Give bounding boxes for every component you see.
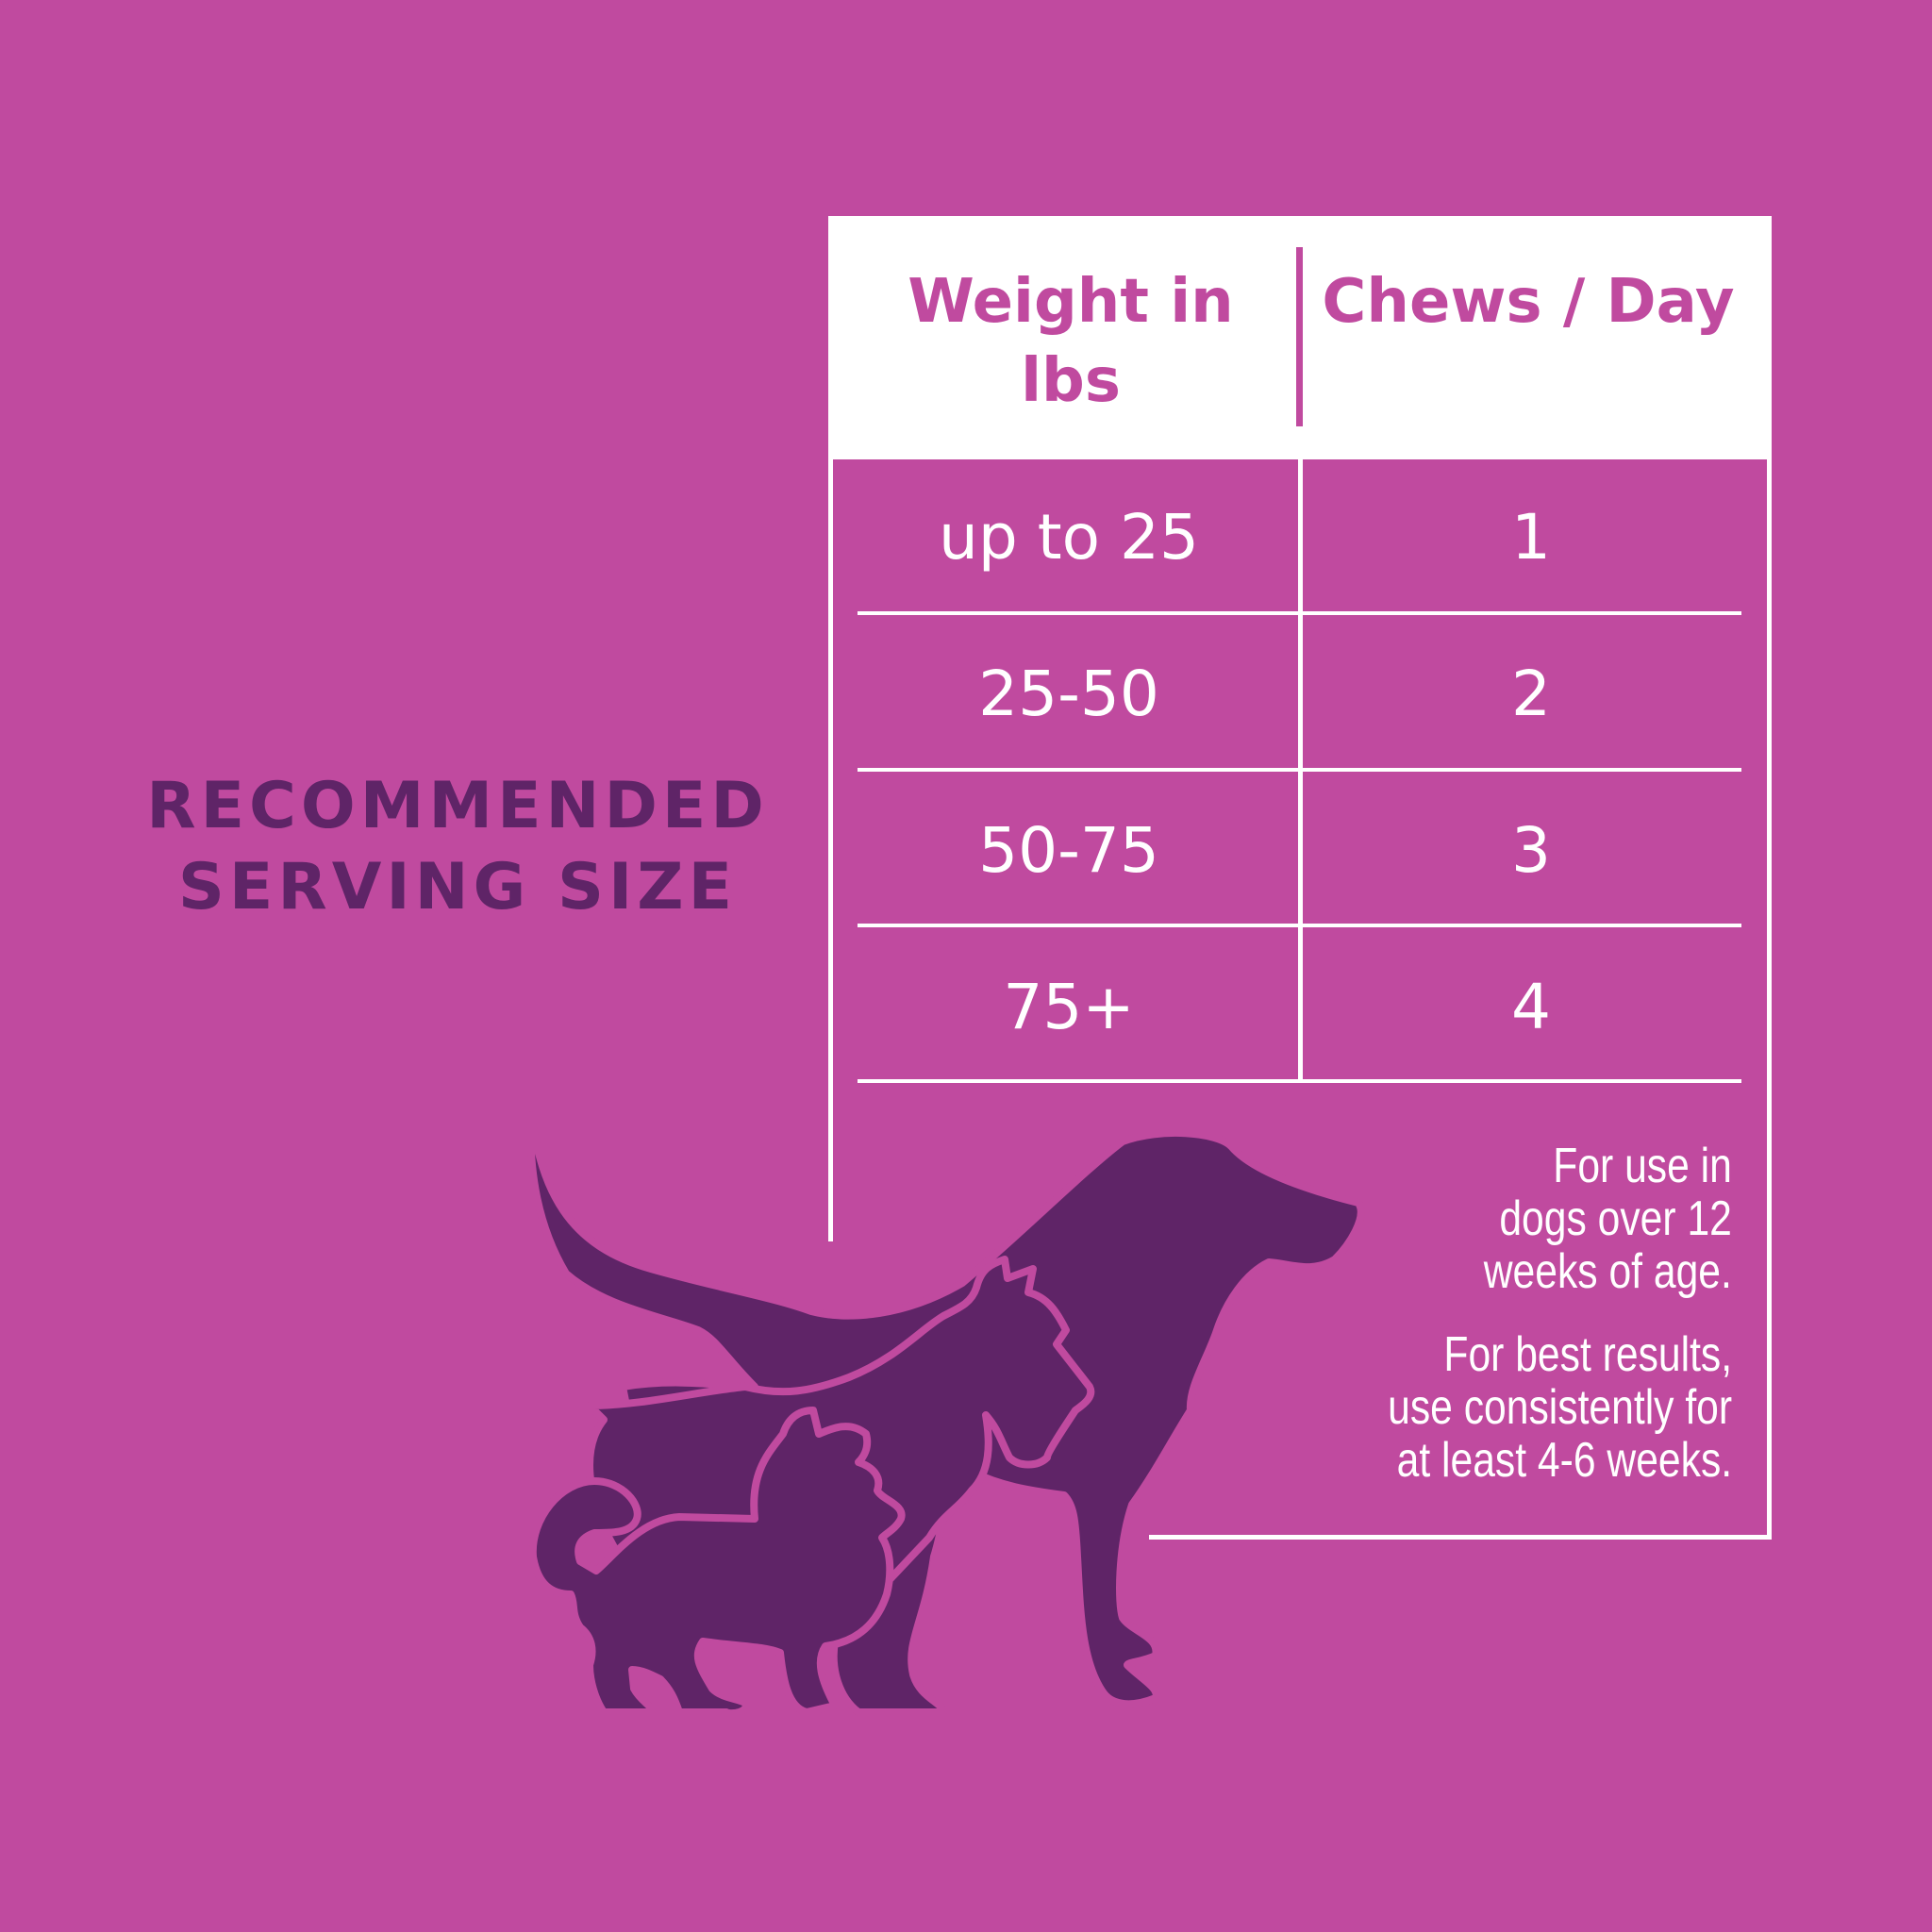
note-line: use consistently for <box>1388 1380 1732 1435</box>
chews-cell: 1 <box>1511 501 1551 574</box>
header-chews: Chews / Day <box>1322 267 1735 337</box>
table-right-border <box>1767 459 1772 1540</box>
weight-cell: 50-75 <box>978 814 1159 887</box>
weight-cell: up to 25 <box>939 501 1199 574</box>
note-line: dogs over 12 <box>1499 1191 1732 1246</box>
note-line: at least 4-6 weeks. <box>1396 1433 1732 1488</box>
table-left-border <box>828 459 833 1241</box>
row-divider <box>858 924 1741 927</box>
age-note: For use in dogs over 12 weeks of age. <box>1484 1140 1732 1298</box>
note-line: For best results, <box>1443 1327 1732 1382</box>
results-note: For best results, use consistently for a… <box>1388 1328 1732 1487</box>
table-bottom-border <box>1149 1535 1772 1540</box>
row-divider <box>858 611 1741 615</box>
row-divider <box>858 768 1741 772</box>
note-line: For use in <box>1553 1139 1732 1193</box>
weight-cell: 75+ <box>1003 971 1135 1043</box>
chews-cell: 4 <box>1511 971 1551 1043</box>
page-title: RECOMMENDED SERVING SIZE <box>132 766 783 928</box>
small-dog-icon <box>528 1407 906 1718</box>
weight-cell: 25-50 <box>978 658 1159 730</box>
header-weight: Weight in lbs <box>908 267 1234 416</box>
title-line-1: RECOMMENDED <box>146 769 769 843</box>
title-line-2: SERVING SIZE <box>177 850 738 924</box>
chews-cell: 2 <box>1511 658 1551 730</box>
note-line: weeks of age. <box>1483 1244 1732 1299</box>
row-divider <box>858 1079 1741 1083</box>
chews-cell: 3 <box>1511 814 1551 887</box>
header-divider <box>1296 247 1303 426</box>
